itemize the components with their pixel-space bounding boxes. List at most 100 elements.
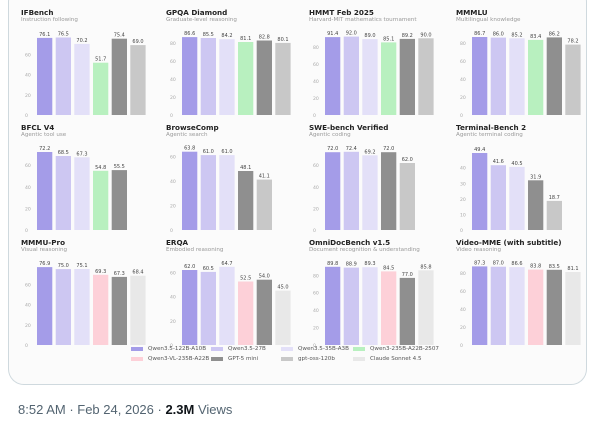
data-label: 85.1 bbox=[383, 36, 394, 42]
data-label: 75.1 bbox=[76, 263, 87, 269]
bar bbox=[362, 267, 378, 345]
bar-chart: 0 20 40 60 76.9 75.0 75.1 69.3 67.3 68.4 bbox=[25, 261, 146, 349]
bar bbox=[55, 156, 71, 230]
bar bbox=[528, 180, 544, 230]
data-label: 80.1 bbox=[277, 37, 288, 43]
legend: Qwen3.5-122B-A10B Qwen3.5-27B Qwen3.5-35B-… bbox=[131, 346, 491, 368]
bar bbox=[256, 279, 272, 345]
bar bbox=[182, 151, 198, 230]
y-tick-label: 60 bbox=[25, 52, 31, 58]
legend-swatch bbox=[281, 347, 293, 351]
data-label: 76.1 bbox=[39, 32, 50, 38]
legend-item: Qwen3.5-27B bbox=[211, 346, 266, 352]
bar bbox=[472, 266, 488, 345]
y-tick-label: 10 bbox=[460, 212, 466, 218]
chart-title: SWE-bench Verified bbox=[309, 123, 389, 132]
bar bbox=[490, 266, 506, 345]
bar bbox=[546, 37, 562, 115]
bar bbox=[565, 44, 581, 115]
data-label: 87.0 bbox=[493, 261, 504, 267]
bar bbox=[55, 269, 71, 345]
y-tick-label: 30 bbox=[460, 181, 466, 187]
data-label: 83.4 bbox=[530, 34, 541, 40]
bar-chart: 0 20 40 60 62.0 60.5 64.7 52.5 54.0 45.0 bbox=[170, 261, 291, 349]
bar-chart: 0 20 40 60 80 86.7 86.0 85.2 83.4 86.2 78.2 bbox=[460, 31, 581, 119]
data-label: 86.6 bbox=[511, 261, 522, 267]
legend-label: GPT-5 mini bbox=[228, 356, 259, 362]
y-tick-label: 20 bbox=[460, 197, 466, 203]
y-tick-label: 40 bbox=[313, 185, 319, 191]
data-label: 41.1 bbox=[259, 174, 270, 180]
data-label: 68.5 bbox=[58, 150, 69, 156]
y-tick-label: 0 bbox=[170, 113, 173, 119]
data-label: 62.0 bbox=[402, 157, 413, 163]
plot-area: 0 20 40 60 76.1 76.5 70.2 51.7 75.4 69.0 bbox=[21, 26, 161, 120]
y-tick-label: 40 bbox=[25, 73, 31, 79]
data-label: 18.7 bbox=[549, 195, 560, 201]
chart-subtitle: Agentic terminal coding bbox=[456, 132, 523, 138]
bar bbox=[399, 277, 415, 345]
chart-title: IFBench bbox=[21, 8, 54, 17]
data-label: 75.4 bbox=[114, 33, 125, 39]
bar-chart: 0 20 40 60 76.1 76.5 70.2 51.7 75.4 69.0 bbox=[25, 32, 146, 119]
bar bbox=[256, 40, 272, 115]
separator: · bbox=[65, 402, 78, 417]
chart-title: OmniDocBench v1.5 bbox=[309, 238, 391, 247]
chart-title: Terminal-Bench 2 bbox=[456, 123, 527, 132]
data-label: 70.2 bbox=[76, 38, 87, 44]
chart-panel: GPQA Diamond Graduate-level reasoning 0 20 4… bbox=[166, 8, 306, 120]
bar bbox=[381, 271, 397, 345]
post-date[interactable]: Feb 24, 2026 bbox=[77, 402, 154, 417]
y-tick-label: 60 bbox=[460, 59, 466, 65]
post-time[interactable]: 8:52 AM bbox=[18, 402, 66, 417]
bar bbox=[256, 179, 272, 230]
data-label: 76.9 bbox=[39, 261, 50, 267]
chart-subtitle: Embodied reasoning bbox=[166, 247, 224, 253]
bar-chart: 0 20 40 60 80 86.6 85.5 84.2 81.1 82.8 80.1 bbox=[170, 31, 291, 119]
data-label: 64.7 bbox=[221, 261, 232, 267]
bar bbox=[490, 37, 506, 115]
y-tick-label: 0 bbox=[460, 113, 463, 119]
plot-area: 0 20 40 60 63.8 61.0 61.0 48.1 41.1 bbox=[166, 141, 306, 235]
data-label: 86.7 bbox=[474, 31, 485, 37]
data-label: 49.4 bbox=[474, 147, 485, 153]
chart-title: MMMLU bbox=[456, 8, 488, 17]
bar bbox=[74, 157, 90, 230]
chart-subtitle: Agentic search bbox=[166, 132, 208, 138]
bar-chart: 0 20 40 60 80 91.4 92.0 89.0 85.1 89.2 90.0 bbox=[313, 31, 434, 119]
chart-subtitle: Harvard-MIT mathematics tournament bbox=[309, 17, 417, 23]
separator: · bbox=[153, 402, 166, 417]
legend-item: gpt-oss-120b bbox=[281, 356, 335, 362]
bar bbox=[546, 269, 562, 345]
plot-area: 0 20 40 60 72.2 68.5 67.3 54.8 55.5 bbox=[21, 141, 161, 235]
bar bbox=[111, 38, 127, 116]
data-label: 72.4 bbox=[346, 146, 357, 152]
y-tick-label: 0 bbox=[313, 228, 316, 234]
chart-panel: ERQA Embodied reasoning 0 20 40 60 62.0 60.5 64.… bbox=[166, 238, 306, 350]
data-label: 61.0 bbox=[221, 149, 232, 155]
bar bbox=[418, 270, 434, 345]
chart-panel: Terminal-Bench 2 Agentic terminal coding 0… bbox=[456, 123, 586, 235]
bar bbox=[130, 275, 146, 345]
chart-title: HMMT Feb 2025 bbox=[309, 8, 374, 17]
legend-swatch bbox=[353, 357, 365, 361]
bar bbox=[509, 38, 525, 115]
plot-area: 0 20 40 60 80 87.3 87.0 86.6 83.8 83.5 81.1 bbox=[456, 256, 586, 350]
bar bbox=[325, 266, 341, 345]
data-label: 89.3 bbox=[364, 261, 375, 267]
data-label: 41.6 bbox=[493, 159, 504, 165]
bar bbox=[528, 269, 544, 345]
bar bbox=[399, 38, 415, 115]
y-tick-label: 80 bbox=[313, 273, 319, 279]
bar-chart: 0 20 40 60 80 87.3 87.0 86.6 83.8 83.5 81.1 bbox=[460, 260, 581, 349]
bar bbox=[528, 39, 544, 115]
bar bbox=[381, 42, 397, 115]
y-tick-label: 20 bbox=[460, 95, 466, 101]
plot-area: 0 20 40 60 80 89.8 88.9 89.3 84.5 77.0 85.8 bbox=[309, 256, 449, 350]
y-tick-label: 60 bbox=[460, 289, 466, 295]
bar bbox=[111, 276, 127, 345]
y-tick-label: 40 bbox=[460, 307, 466, 313]
legend-swatch bbox=[353, 347, 365, 351]
bar-chart: 0 20 40 60 72.0 72.4 69.2 72.0 62.0 bbox=[313, 146, 415, 234]
data-label: 86.6 bbox=[184, 31, 195, 37]
